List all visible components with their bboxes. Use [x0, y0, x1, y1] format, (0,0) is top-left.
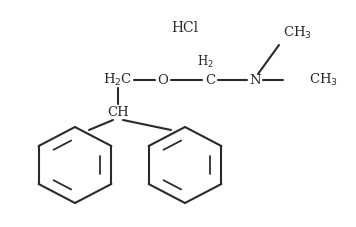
Text: CH: CH: [107, 106, 129, 118]
Text: C: C: [205, 74, 215, 86]
Text: H$_2$C: H$_2$C: [103, 72, 133, 88]
Text: CH$_3$: CH$_3$: [283, 25, 312, 41]
Text: CH$_3$: CH$_3$: [309, 72, 337, 88]
Text: O: O: [158, 74, 168, 86]
Text: HCl: HCl: [172, 21, 199, 35]
Text: N: N: [249, 74, 261, 86]
Text: H$_2$: H$_2$: [197, 54, 213, 70]
